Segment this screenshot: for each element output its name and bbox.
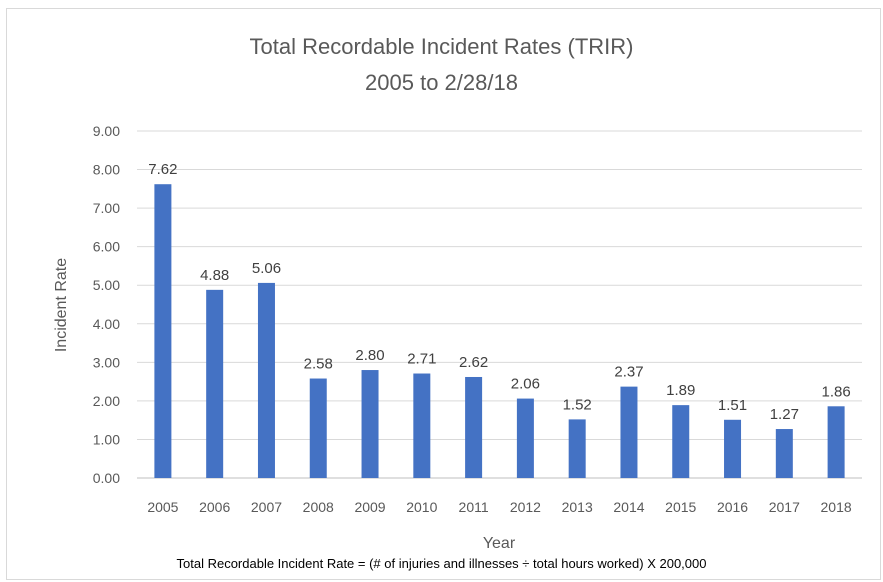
data-label: 1.52 [563,396,592,413]
bar [620,386,638,478]
data-label: 5.06 [252,260,281,277]
bar [775,429,793,478]
y-tick-label: 2.00 [93,393,120,409]
y-tick-label: 4.00 [93,316,120,332]
data-label: 1.89 [666,382,695,399]
bar [257,282,275,478]
x-tick-label: 2018 [821,499,852,515]
bar [309,378,327,478]
bar [206,289,224,478]
x-tick-label: 2005 [147,499,178,515]
data-label: 2.71 [407,351,436,368]
data-label: 2.37 [614,364,643,381]
x-tick-label: 2007 [251,499,282,515]
x-tick-label: 2009 [354,499,385,515]
data-label: 2.58 [304,356,333,373]
data-label: 4.88 [200,267,229,284]
y-tick-label: 8.00 [93,162,120,178]
bar [413,373,431,478]
x-tick-label: 2013 [562,499,593,515]
data-label: 2.62 [459,354,488,371]
y-tick-label: 7.00 [93,200,120,216]
x-tick-label: 2015 [665,499,696,515]
bar [672,405,690,478]
bar [568,419,586,478]
y-tick-label: 1.00 [93,431,120,447]
x-tick-label: 2006 [199,499,230,515]
x-tick-label: 2012 [510,499,541,515]
x-tick-label: 2016 [717,499,748,515]
bar [361,370,379,478]
y-tick-label: 0.00 [93,470,120,486]
data-label: 2.06 [511,376,540,393]
footnote: Total Recordable Incident Rate = (# of i… [176,556,707,571]
data-label: 1.51 [718,397,747,414]
x-tick-label: 2011 [459,499,489,515]
x-tick-label: 2014 [613,499,644,515]
chart-title: Total Recordable Incident Rates (TRIR) [249,34,634,59]
y-tick-label: 3.00 [93,354,120,370]
data-label: 7.62 [148,161,177,178]
bar [154,184,172,478]
y-tick-label: 9.00 [93,123,120,139]
bar [827,406,845,478]
x-tick-label: 2017 [769,499,800,515]
bar [465,376,483,478]
chart-frame [6,8,881,580]
bar [724,419,742,478]
data-label: 1.27 [770,406,799,423]
x-axis-title: Year [483,535,516,552]
data-label: 1.86 [822,383,851,400]
data-label: 2.80 [355,347,384,364]
bar [516,398,534,478]
x-tick-label: 2008 [303,499,334,515]
chart-subtitle: 2005 to 2/28/18 [365,70,518,95]
y-axis-title: Incident Rate [53,258,70,352]
x-tick-label: 2010 [406,499,437,515]
y-tick-label: 5.00 [93,277,120,293]
y-tick-label: 6.00 [93,239,120,255]
